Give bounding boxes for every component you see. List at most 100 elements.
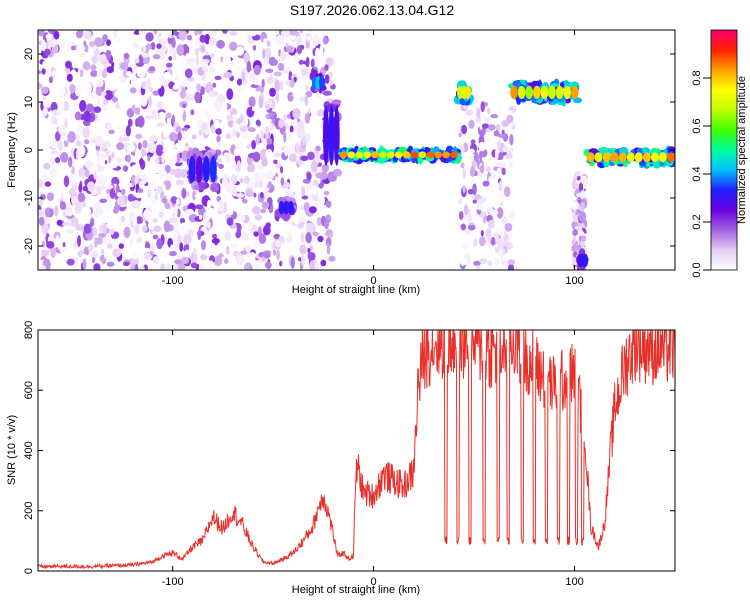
heatmap-cell [667, 152, 675, 163]
heatmap-cell [194, 194, 202, 198]
heatmap-cell [184, 249, 190, 259]
heatmap-cell [310, 185, 318, 195]
heatmap-cell [199, 34, 206, 43]
heatmap-cell [293, 214, 300, 225]
heatmap-cell [258, 258, 263, 263]
heatmap-cell [76, 43, 85, 53]
heatmap-cell [292, 93, 300, 98]
heatmap-cell [282, 68, 291, 74]
heatmap-cell [136, 35, 146, 46]
heatmap-cell [44, 207, 51, 218]
heatmap-cell [487, 107, 491, 115]
snr-x-tick-label: 0 [371, 576, 377, 588]
heatmap-cell [94, 236, 98, 248]
heatmap-cell [44, 48, 51, 56]
heatmap-cell [300, 155, 309, 161]
heatmap-cell [252, 44, 257, 51]
heatmap-cell [480, 230, 484, 237]
heatmap-cell [38, 30, 45, 37]
heatmap-cell [255, 119, 261, 126]
heatmap-cell [68, 156, 73, 168]
heatmap-cell [278, 81, 284, 91]
heatmap-cell [122, 165, 129, 172]
heatmap-cell [127, 193, 135, 202]
heatmap-cell [156, 122, 165, 127]
heatmap-cell [240, 178, 244, 183]
snr-frame [37, 329, 676, 572]
heatmap-cell [83, 110, 91, 122]
heatmap-cell [127, 118, 133, 128]
snr-y-axis-label: SNR (10 * v/v) [6, 415, 18, 485]
heatmap-cell [234, 139, 244, 150]
heatmap-cell [165, 62, 173, 68]
heatmap-cell [106, 165, 111, 170]
heatmap-cell [316, 109, 325, 117]
heatmap-cell [174, 142, 182, 149]
heatmap-cell [147, 188, 152, 199]
heatmap-cell [188, 61, 198, 69]
heatmap-cell [386, 151, 395, 159]
heatmap-cell [102, 34, 108, 43]
heatmap-cell [402, 151, 411, 159]
heatmap-cell [156, 43, 162, 49]
heatmap-cell [136, 70, 146, 78]
heatmap-cell [469, 165, 476, 177]
heatmap-cell [147, 222, 154, 230]
heatmap-cell [160, 49, 166, 60]
heatmap-cell [306, 35, 312, 41]
heatmap-cell [63, 175, 70, 188]
heatmap-cell [191, 134, 197, 140]
heatmap-cell [548, 85, 556, 100]
heatmap-cell [236, 131, 240, 138]
heatmap-cell [81, 139, 85, 145]
heatmap-cell [258, 233, 267, 244]
heatmap-cell [229, 41, 238, 51]
heatmap-cell [241, 232, 249, 241]
heatmap-cell [273, 159, 278, 164]
heatmap-cell [478, 236, 486, 247]
heatmap-cell [63, 187, 69, 200]
heatmap-cell [603, 160, 610, 168]
heatmap-cell [634, 152, 643, 163]
heatmap-cell [465, 85, 471, 100]
heatmap-cell [319, 45, 324, 56]
heatmap-cell [93, 226, 98, 237]
heatmap-cell [39, 198, 43, 207]
heatmap-cell [462, 184, 466, 194]
heatmap-y-ticks: -20 -10 0 10 20 [23, 48, 675, 254]
heatmap-cell [238, 214, 246, 222]
heatmap-cell [268, 113, 275, 118]
heatmap-cell [105, 149, 110, 157]
heatmap-cell [208, 37, 217, 47]
heatmap-cell [221, 102, 228, 112]
heatmap-cell [213, 256, 223, 267]
heatmap-cell [248, 72, 253, 79]
heatmap-cell [168, 250, 177, 257]
heatmap-cell [274, 79, 280, 92]
heatmap-cell [149, 168, 159, 174]
heatmap-cell [263, 187, 270, 192]
heatmap-cell [261, 78, 265, 88]
heatmap-cell [134, 107, 141, 115]
heatmap-cell [84, 160, 94, 169]
heatmap-cell [287, 144, 296, 156]
heatmap-cell [57, 108, 63, 116]
heatmap-cell [249, 176, 255, 185]
heatmap-cell [461, 124, 468, 135]
heatmap-cell [170, 196, 178, 204]
heatmap-cell [317, 194, 325, 207]
heatmap-cell [135, 133, 143, 139]
heatmap-cell [256, 165, 265, 170]
heatmap-cell [156, 185, 163, 194]
heatmap-cell [555, 85, 564, 100]
heatmap-cell [155, 157, 160, 165]
heatmap-cell [270, 122, 274, 132]
heatmap-cell [301, 186, 306, 197]
colorbar-label: Normalized spectral amplitude [736, 76, 748, 224]
heatmap-cell [97, 116, 104, 124]
heatmap-cell [94, 206, 103, 216]
heatmap-cell [81, 253, 88, 261]
heatmap-cell [50, 246, 57, 259]
heatmap-cell [500, 201, 504, 208]
heatmap-cell [237, 169, 243, 180]
